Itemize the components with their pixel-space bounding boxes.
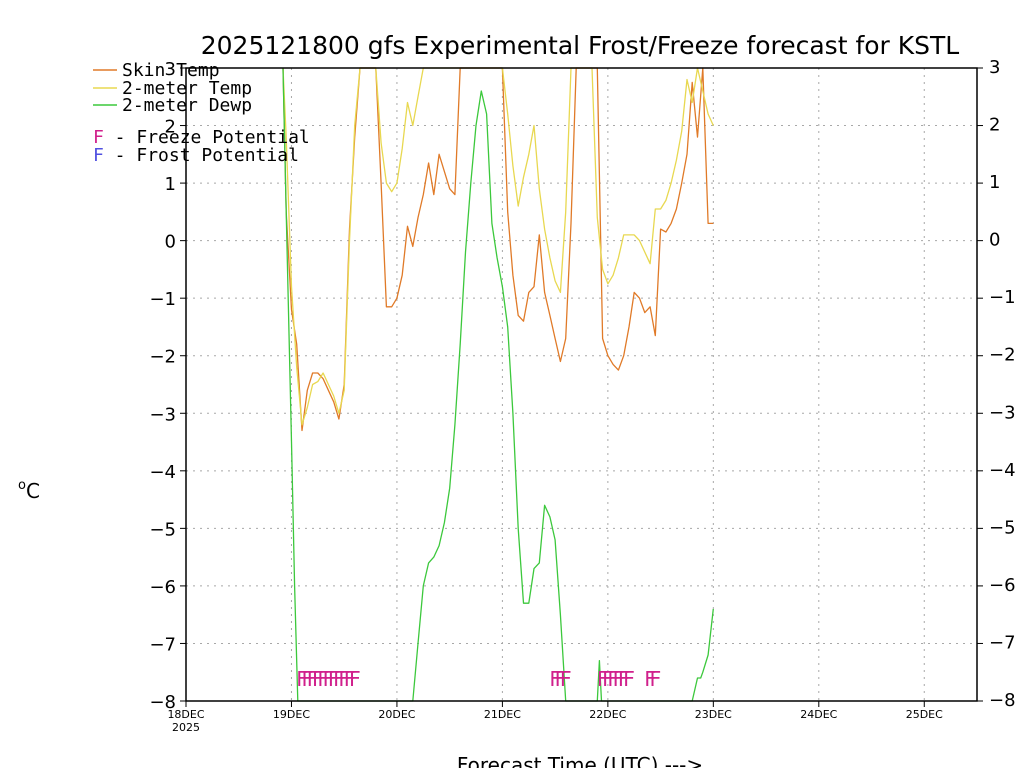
y-tick-label-left: 0 bbox=[165, 232, 176, 253]
x-tick-label: 24DEC bbox=[800, 708, 837, 721]
x-tick-label: 22DEC bbox=[589, 708, 626, 721]
freeze-flag: F bbox=[649, 667, 661, 691]
legend-frost-text: - Frost Potential bbox=[104, 145, 299, 166]
freeze-flag: F bbox=[333, 667, 345, 691]
x-tick-label: 23DEC bbox=[695, 708, 732, 721]
freeze-flag: F bbox=[322, 667, 334, 691]
y-axis-left: 3 2 1 0 −1 −2 −3 −4 −5 −6 −7 −8 bbox=[149, 59, 186, 713]
grid bbox=[186, 68, 977, 701]
legend-label-dewp: 2-meter Dewp bbox=[122, 95, 252, 116]
y-axis-label-degree: o bbox=[18, 478, 26, 493]
y-tick-label-right: 3 bbox=[989, 57, 1000, 78]
legend-freeze-letter: F bbox=[93, 127, 104, 148]
freeze-flag: F bbox=[307, 667, 319, 691]
freeze-flag: F bbox=[312, 667, 324, 691]
x-tick-label: 20DEC bbox=[378, 708, 415, 721]
y-tick-label-left: 3 bbox=[165, 59, 176, 80]
freeze-flag: F bbox=[602, 667, 614, 691]
y-tick-label-left: −4 bbox=[149, 462, 176, 483]
x-tick-label: 18DEC bbox=[167, 708, 204, 721]
y-axis-right: 3 2 1 0 −1 −2 −3 −4 −5 −6 −7 −8 bbox=[977, 57, 1016, 711]
series-skin-temp-line bbox=[282, 67, 714, 432]
legend-frost: F - Frost Potential bbox=[93, 145, 299, 166]
freeze-flag: F bbox=[301, 667, 313, 691]
freeze-flag: F bbox=[644, 667, 656, 691]
y-tick-label-right: −5 bbox=[989, 517, 1016, 538]
x-tick-label: 19DEC bbox=[273, 708, 310, 721]
freeze-flag: F bbox=[343, 667, 355, 691]
legend-label-t2m: 2-meter Temp bbox=[122, 78, 252, 99]
x-tick-label: 25DEC bbox=[906, 708, 943, 721]
freeze-flag: F bbox=[618, 667, 630, 691]
freeze-flag: F bbox=[549, 667, 561, 691]
freeze-flag: F bbox=[597, 667, 609, 691]
x-tick-year: 2025 bbox=[172, 721, 200, 734]
y-tick-label-left: −2 bbox=[149, 347, 176, 368]
freeze-flag: F bbox=[607, 667, 619, 691]
series-layer bbox=[282, 67, 714, 702]
freeze-flag: F bbox=[338, 667, 350, 691]
freeze-flag: F bbox=[554, 667, 566, 691]
freeze-flag: F bbox=[317, 667, 329, 691]
y-tick-label-right: −2 bbox=[989, 345, 1016, 366]
y-tick-label-right: −3 bbox=[989, 402, 1016, 423]
series-2m-dewp-line bbox=[282, 67, 714, 702]
y-tick-label-right: −1 bbox=[989, 287, 1016, 308]
y-tick-label-left: 2 bbox=[165, 117, 176, 138]
y-tick-label-right: −4 bbox=[989, 460, 1016, 481]
y-tick-label-right: −7 bbox=[989, 632, 1016, 653]
series-2m-temp-line bbox=[282, 67, 714, 426]
x-axis: 18DEC 19DEC 20DEC 21DEC 22DEC 23DEC 24DEC 25DEC bbox=[167, 701, 943, 721]
y-axis-label-unit: C bbox=[26, 479, 40, 503]
freeze-flag: F bbox=[623, 667, 635, 691]
chart-title: 2025121800 gfs Experimental Frost/Freeze… bbox=[201, 31, 960, 60]
y-tick-label-left: −8 bbox=[149, 692, 176, 713]
x-axis-label: Forecast Time (UTC) ---> bbox=[457, 753, 703, 768]
legend-freeze-text: - Freeze Potential bbox=[104, 127, 310, 148]
y-tick-label-left: 1 bbox=[165, 174, 176, 195]
freeze-flag: F bbox=[612, 667, 624, 691]
y-tick-label-right: −8 bbox=[989, 690, 1016, 711]
plot-frame bbox=[185, 67, 978, 702]
legend: Skin Temp 2-meter Temp 2-meter Dewp F - … bbox=[93, 60, 310, 166]
legend-frost-letter: F bbox=[93, 145, 104, 166]
y-tick-label-right: 1 bbox=[989, 172, 1000, 193]
y-tick-label-left: −7 bbox=[149, 634, 176, 655]
y-tick-label-left: −6 bbox=[149, 577, 176, 598]
legend-label-skin: Skin Temp bbox=[122, 60, 220, 81]
y-tick-label-right: 0 bbox=[989, 230, 1000, 251]
freeze-flag: F bbox=[296, 667, 308, 691]
x-tick-label: 21DEC bbox=[484, 708, 521, 721]
y-tick-label-left: −3 bbox=[149, 404, 176, 425]
y-tick-label-right: −6 bbox=[989, 575, 1016, 596]
y-tick-label-right: 2 bbox=[989, 115, 1000, 136]
y-tick-label-left: −5 bbox=[149, 519, 176, 540]
legend-freeze: F - Freeze Potential bbox=[93, 127, 310, 148]
freeze-flag: F bbox=[328, 667, 340, 691]
y-tick-label-left: −1 bbox=[149, 289, 176, 310]
y-axis-label: oC bbox=[18, 478, 40, 503]
freeze-flag: F bbox=[349, 667, 361, 691]
freeze-flag: F bbox=[560, 667, 572, 691]
